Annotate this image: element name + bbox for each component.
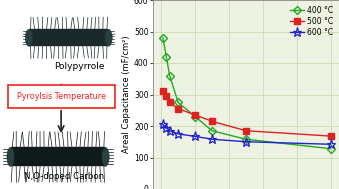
500 °C bbox=[328, 135, 333, 137]
Line: 600 °C: 600 °C bbox=[158, 120, 335, 149]
600 °C bbox=[328, 143, 333, 145]
Ellipse shape bbox=[105, 29, 112, 46]
400 °C bbox=[244, 138, 248, 140]
600 °C bbox=[167, 130, 172, 132]
600 °C bbox=[193, 135, 197, 138]
400 °C bbox=[164, 56, 168, 58]
Line: 400 °C: 400 °C bbox=[160, 35, 334, 152]
500 °C bbox=[176, 108, 180, 110]
Ellipse shape bbox=[7, 147, 15, 166]
600 °C bbox=[176, 133, 180, 135]
Text: Pyroylsis Temperature: Pyroylsis Temperature bbox=[17, 92, 105, 101]
400 °C bbox=[167, 74, 172, 77]
Ellipse shape bbox=[102, 147, 109, 166]
400 °C bbox=[176, 101, 180, 104]
Y-axis label: Areal Capacitance (mF/cm²): Areal Capacitance (mF/cm²) bbox=[122, 36, 131, 153]
500 °C bbox=[164, 95, 168, 97]
500 °C bbox=[167, 101, 172, 104]
500 °C bbox=[244, 130, 248, 132]
600 °C bbox=[210, 138, 214, 140]
600 °C bbox=[161, 123, 165, 125]
400 °C bbox=[210, 130, 214, 132]
500 °C bbox=[161, 90, 165, 92]
600 °C bbox=[244, 141, 248, 143]
500 °C bbox=[210, 120, 214, 122]
400 °C bbox=[161, 37, 165, 39]
500 °C bbox=[193, 114, 197, 116]
400 °C bbox=[193, 115, 197, 118]
Text: Polypyrrole: Polypyrrole bbox=[54, 62, 105, 71]
600 °C bbox=[164, 126, 168, 129]
Polygon shape bbox=[29, 29, 108, 46]
FancyBboxPatch shape bbox=[8, 85, 115, 108]
Line: 500 °C: 500 °C bbox=[160, 88, 334, 139]
Legend: 400 °C, 500 °C, 600 °C: 400 °C, 500 °C, 600 °C bbox=[288, 4, 335, 39]
Ellipse shape bbox=[25, 29, 33, 46]
Text: N,O-doped Carbon: N,O-doped Carbon bbox=[24, 172, 104, 181]
Polygon shape bbox=[11, 147, 105, 166]
400 °C bbox=[328, 148, 333, 150]
